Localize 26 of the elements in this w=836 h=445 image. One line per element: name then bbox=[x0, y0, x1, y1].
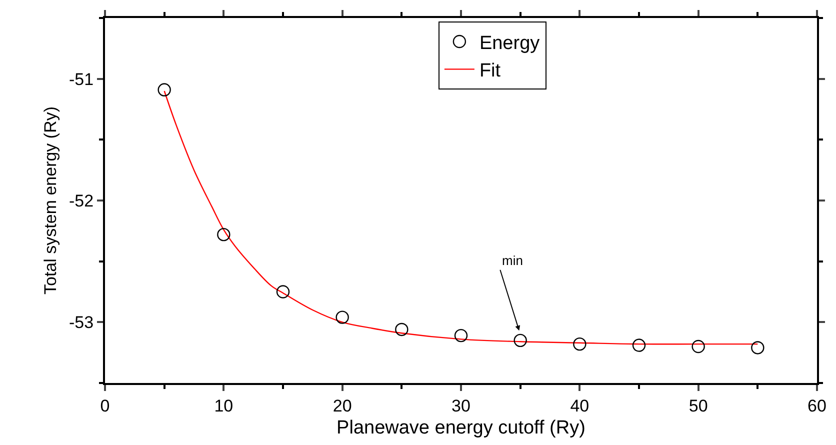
x-tick-label: 0 bbox=[100, 396, 110, 416]
y-tick-label: -52 bbox=[69, 191, 94, 210]
y-tick-label: -53 bbox=[69, 313, 94, 332]
point bbox=[395, 322, 408, 336]
point bbox=[692, 340, 705, 354]
point bbox=[454, 328, 468, 342]
point bbox=[751, 341, 764, 354]
y-axis-title: Total system energy (Ry) bbox=[41, 106, 60, 294]
point bbox=[573, 337, 586, 351]
point bbox=[276, 285, 290, 298]
x-axis-title: Planewave energy cutoff (Ry) bbox=[336, 418, 586, 439]
x-tick-label: 60 bbox=[808, 396, 826, 416]
legend-label: Energy bbox=[479, 32, 540, 54]
point bbox=[217, 228, 230, 242]
x-tick-label: 10 bbox=[214, 396, 234, 416]
x-tick-label: 40 bbox=[570, 396, 590, 416]
point bbox=[514, 334, 527, 348]
x-tick-label: 20 bbox=[332, 396, 352, 416]
y-tick-label: -51 bbox=[69, 70, 94, 89]
x-tick-label: 30 bbox=[452, 396, 470, 416]
point bbox=[158, 83, 171, 96]
legend-label: Fit bbox=[479, 60, 502, 82]
x-tick-label: 50 bbox=[688, 396, 708, 416]
annotation: min bbox=[502, 253, 523, 268]
point bbox=[336, 310, 349, 324]
point bbox=[632, 338, 646, 352]
